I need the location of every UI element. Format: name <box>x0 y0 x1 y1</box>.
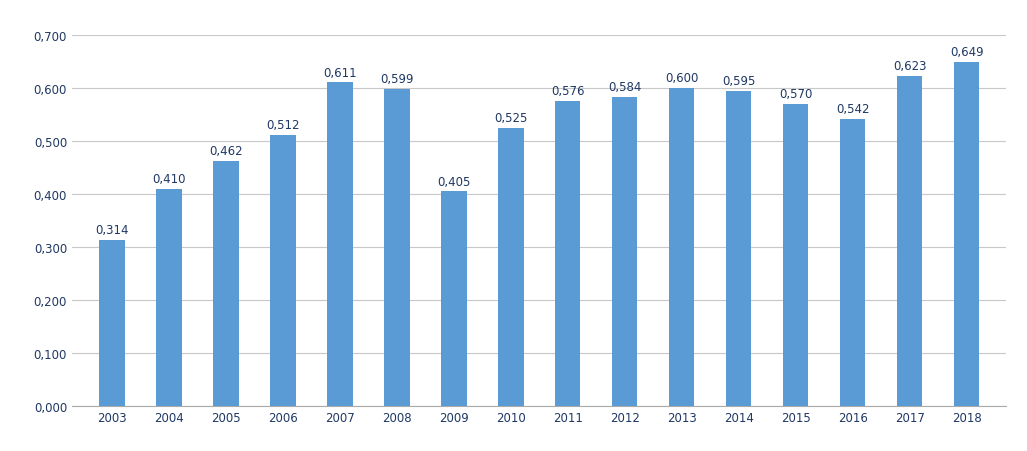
Bar <box>555 101 580 406</box>
Bar <box>327 83 352 406</box>
Bar <box>156 189 182 406</box>
Text: 0,599: 0,599 <box>380 73 414 86</box>
Bar <box>783 105 808 406</box>
Text: 0,405: 0,405 <box>438 175 470 188</box>
Bar <box>270 135 296 406</box>
Text: 0,600: 0,600 <box>664 72 698 85</box>
Text: 0,570: 0,570 <box>778 88 812 101</box>
Text: 0,595: 0,595 <box>722 75 755 88</box>
Text: 0,525: 0,525 <box>494 112 528 125</box>
Bar <box>612 97 638 406</box>
Bar <box>840 120 866 406</box>
Text: 0,512: 0,512 <box>266 119 300 132</box>
Text: 0,462: 0,462 <box>208 145 242 158</box>
Bar <box>441 192 466 406</box>
Bar <box>213 162 238 406</box>
Bar <box>99 240 124 406</box>
Text: 0,314: 0,314 <box>96 223 128 236</box>
Bar <box>954 63 980 406</box>
Bar <box>498 129 524 406</box>
Text: 0,576: 0,576 <box>550 85 584 98</box>
Bar <box>669 89 694 406</box>
Text: 0,542: 0,542 <box>836 103 869 116</box>
Bar <box>384 89 410 406</box>
Text: 0,410: 0,410 <box>152 173 186 186</box>
Text: 0,584: 0,584 <box>608 81 641 94</box>
Text: 0,649: 0,649 <box>950 46 984 60</box>
Text: 0,611: 0,611 <box>322 66 356 79</box>
Bar <box>897 77 922 406</box>
Bar <box>726 92 752 406</box>
Text: 0,623: 0,623 <box>892 60 926 73</box>
